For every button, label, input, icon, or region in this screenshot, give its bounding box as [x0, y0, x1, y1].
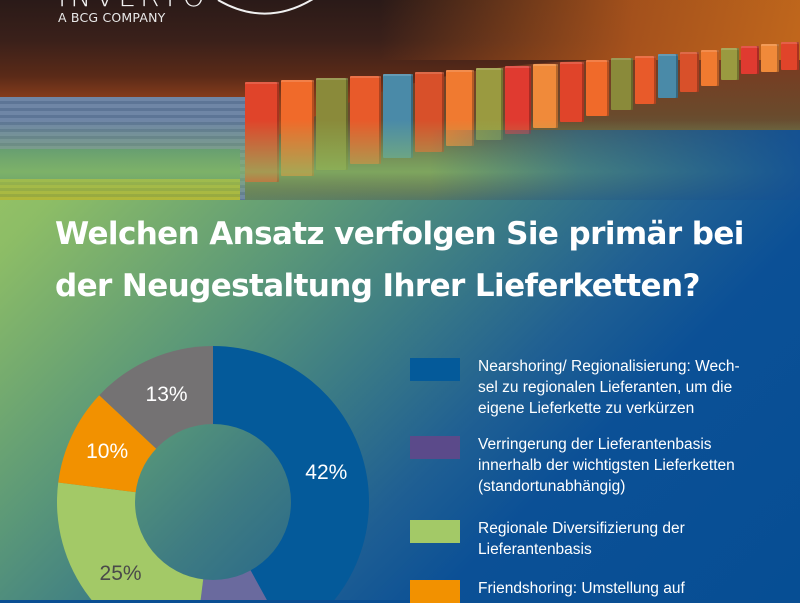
freight-container — [611, 58, 633, 110]
freight-container — [701, 50, 719, 86]
logo-wordmark: INVERTO — [58, 0, 209, 13]
brand-logo: INVERTO A BCG COMPANY — [58, 0, 318, 40]
freight-container — [680, 52, 699, 92]
legend-label: Friendshoring: Umstellung auf — [478, 580, 685, 597]
legend-label: Regionale Diversifizierung der Lieferante… — [478, 520, 685, 558]
freight-container — [586, 60, 609, 116]
legend-swatch — [410, 520, 460, 543]
freight-container — [635, 56, 656, 104]
freight-container — [560, 62, 584, 122]
hero-image-freight-train: INVERTO A BCG COMPANY — [0, 0, 800, 200]
page-title: Welchen Ansatz verfolgen Sie primär bei … — [55, 208, 775, 312]
freight-container — [533, 64, 558, 128]
freight-container — [781, 42, 799, 70]
legend-label: Nearshoring/ Regionalisierung: Wech-sel … — [478, 358, 740, 417]
freight-container — [761, 44, 779, 72]
legend-swatch — [410, 358, 460, 381]
legend-swatch — [410, 580, 460, 603]
freight-container — [721, 48, 739, 80]
title-line-2: der Neugestaltung Ihrer Lieferketten? — [55, 268, 700, 304]
logo-swoosh-icon — [217, 0, 314, 15]
chart-legend: Nearshoring/ Regionalisierung: Wech-sel … — [410, 0, 800, 603]
freight-container — [658, 54, 678, 98]
freight-container — [741, 46, 759, 74]
legend-swatch — [410, 436, 460, 459]
logo-tagline: A BCG COMPANY — [58, 10, 166, 25]
legend-label: Verringerung der Lieferantenbasis innerha… — [478, 436, 735, 495]
title-line-1: Welchen Ansatz verfolgen Sie primär bei — [55, 216, 744, 252]
hero-fade-blue — [430, 130, 800, 200]
